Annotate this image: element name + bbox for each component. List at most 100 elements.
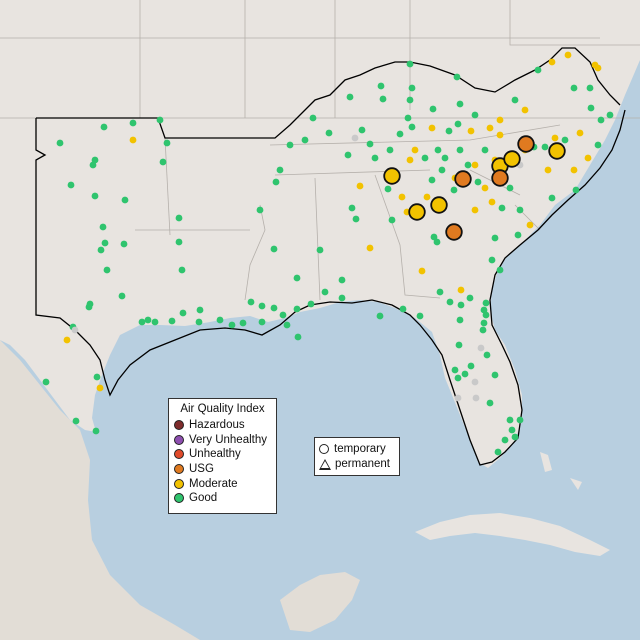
monitor-marker[interactable] bbox=[430, 233, 438, 241]
monitor-marker[interactable] bbox=[386, 146, 394, 154]
monitor-marker[interactable] bbox=[270, 245, 278, 253]
monitor-marker[interactable] bbox=[594, 141, 602, 149]
monitor-marker[interactable] bbox=[398, 193, 406, 201]
monitor-marker[interactable] bbox=[486, 399, 494, 407]
monitor-marker[interactable] bbox=[272, 178, 280, 186]
monitor-marker[interactable] bbox=[486, 124, 494, 132]
monitor-marker[interactable] bbox=[428, 176, 436, 184]
monitor-marker[interactable] bbox=[346, 93, 354, 101]
monitor-marker[interactable] bbox=[276, 166, 284, 174]
monitor-marker[interactable] bbox=[96, 384, 104, 392]
large-monitor-marker[interactable] bbox=[491, 169, 509, 187]
monitor-marker[interactable] bbox=[72, 417, 80, 425]
monitor-marker[interactable] bbox=[454, 374, 462, 382]
monitor-marker[interactable] bbox=[228, 321, 236, 329]
monitor-marker[interactable] bbox=[429, 105, 437, 113]
monitor-marker[interactable] bbox=[548, 194, 556, 202]
large-monitor-marker[interactable] bbox=[408, 203, 426, 221]
monitor-marker[interactable] bbox=[570, 84, 578, 92]
monitor-marker[interactable] bbox=[408, 84, 416, 92]
monitor-marker[interactable] bbox=[366, 244, 374, 252]
monitor-marker[interactable] bbox=[445, 127, 453, 135]
monitor-marker[interactable] bbox=[471, 111, 479, 119]
monitor-marker[interactable] bbox=[338, 294, 346, 302]
monitor-marker[interactable] bbox=[404, 114, 412, 122]
monitor-marker[interactable] bbox=[348, 204, 356, 212]
monitor-marker[interactable] bbox=[421, 154, 429, 162]
monitor-marker[interactable] bbox=[479, 326, 487, 334]
monitor-marker[interactable] bbox=[103, 266, 111, 274]
monitor-marker[interactable] bbox=[118, 292, 126, 300]
monitor-marker[interactable] bbox=[384, 185, 392, 193]
monitor-marker[interactable] bbox=[597, 116, 605, 124]
monitor-marker[interactable] bbox=[511, 433, 519, 441]
monitor-marker[interactable] bbox=[511, 96, 519, 104]
monitor-marker[interactable] bbox=[388, 216, 396, 224]
monitor-marker[interactable] bbox=[351, 134, 359, 142]
monitor-marker[interactable] bbox=[551, 134, 559, 142]
monitor-marker[interactable] bbox=[71, 326, 79, 334]
monitor-marker[interactable] bbox=[63, 336, 71, 344]
monitor-marker[interactable] bbox=[488, 198, 496, 206]
monitor-marker[interactable] bbox=[474, 178, 482, 186]
monitor-marker[interactable] bbox=[159, 158, 167, 166]
monitor-marker[interactable] bbox=[534, 66, 542, 74]
monitor-marker[interactable] bbox=[481, 146, 489, 154]
large-monitor-marker[interactable] bbox=[445, 223, 463, 241]
monitor-marker[interactable] bbox=[179, 309, 187, 317]
monitor-marker[interactable] bbox=[457, 301, 465, 309]
large-monitor-marker[interactable] bbox=[454, 170, 472, 188]
monitor-marker[interactable] bbox=[481, 184, 489, 192]
monitor-marker[interactable] bbox=[175, 214, 183, 222]
monitor-marker[interactable] bbox=[456, 146, 464, 154]
monitor-marker[interactable] bbox=[301, 136, 309, 144]
monitor-marker[interactable] bbox=[454, 120, 462, 128]
monitor-marker[interactable] bbox=[67, 181, 75, 189]
monitor-marker[interactable] bbox=[467, 127, 475, 135]
monitor-marker[interactable] bbox=[433, 238, 441, 246]
monitor-marker[interactable] bbox=[99, 223, 107, 231]
monitor-marker[interactable] bbox=[338, 276, 346, 284]
monitor-marker[interactable] bbox=[399, 305, 407, 313]
monitor-marker[interactable] bbox=[471, 378, 479, 386]
monitor-marker[interactable] bbox=[371, 154, 379, 162]
monitor-marker[interactable] bbox=[434, 146, 442, 154]
monitor-marker[interactable] bbox=[416, 312, 424, 320]
large-monitor-marker[interactable] bbox=[383, 167, 401, 185]
monitor-marker[interactable] bbox=[316, 246, 324, 254]
monitor-marker[interactable] bbox=[379, 95, 387, 103]
monitor-marker[interactable] bbox=[471, 161, 479, 169]
monitor-marker[interactable] bbox=[506, 416, 514, 424]
monitor-marker[interactable] bbox=[587, 104, 595, 112]
monitor-marker[interactable] bbox=[494, 448, 502, 456]
monitor-marker[interactable] bbox=[175, 238, 183, 246]
monitor-marker[interactable] bbox=[456, 316, 464, 324]
monitor-marker[interactable] bbox=[101, 239, 109, 247]
monitor-marker[interactable] bbox=[151, 318, 159, 326]
monitor-marker[interactable] bbox=[438, 166, 446, 174]
monitor-marker[interactable] bbox=[491, 371, 499, 379]
monitor-marker[interactable] bbox=[496, 116, 504, 124]
monitor-marker[interactable] bbox=[572, 186, 580, 194]
monitor-marker[interactable] bbox=[283, 321, 291, 329]
monitor-marker[interactable] bbox=[100, 123, 108, 131]
monitor-marker[interactable] bbox=[247, 298, 255, 306]
monitor-marker[interactable] bbox=[358, 126, 366, 134]
monitor-marker[interactable] bbox=[606, 111, 614, 119]
monitor-marker[interactable] bbox=[541, 143, 549, 151]
monitor-marker[interactable] bbox=[377, 82, 385, 90]
monitor-marker[interactable] bbox=[196, 306, 204, 314]
monitor-marker[interactable] bbox=[491, 234, 499, 242]
monitor-marker[interactable] bbox=[406, 96, 414, 104]
monitor-marker[interactable] bbox=[471, 206, 479, 214]
monitor-marker[interactable] bbox=[86, 300, 94, 308]
monitor-marker[interactable] bbox=[506, 184, 514, 192]
monitor-marker[interactable] bbox=[120, 240, 128, 248]
monitor-marker[interactable] bbox=[516, 416, 524, 424]
monitor-marker[interactable] bbox=[216, 316, 224, 324]
monitor-marker[interactable] bbox=[307, 300, 315, 308]
monitor-marker[interactable] bbox=[561, 136, 569, 144]
monitor-marker[interactable] bbox=[294, 333, 302, 341]
monitor-marker[interactable] bbox=[279, 311, 287, 319]
